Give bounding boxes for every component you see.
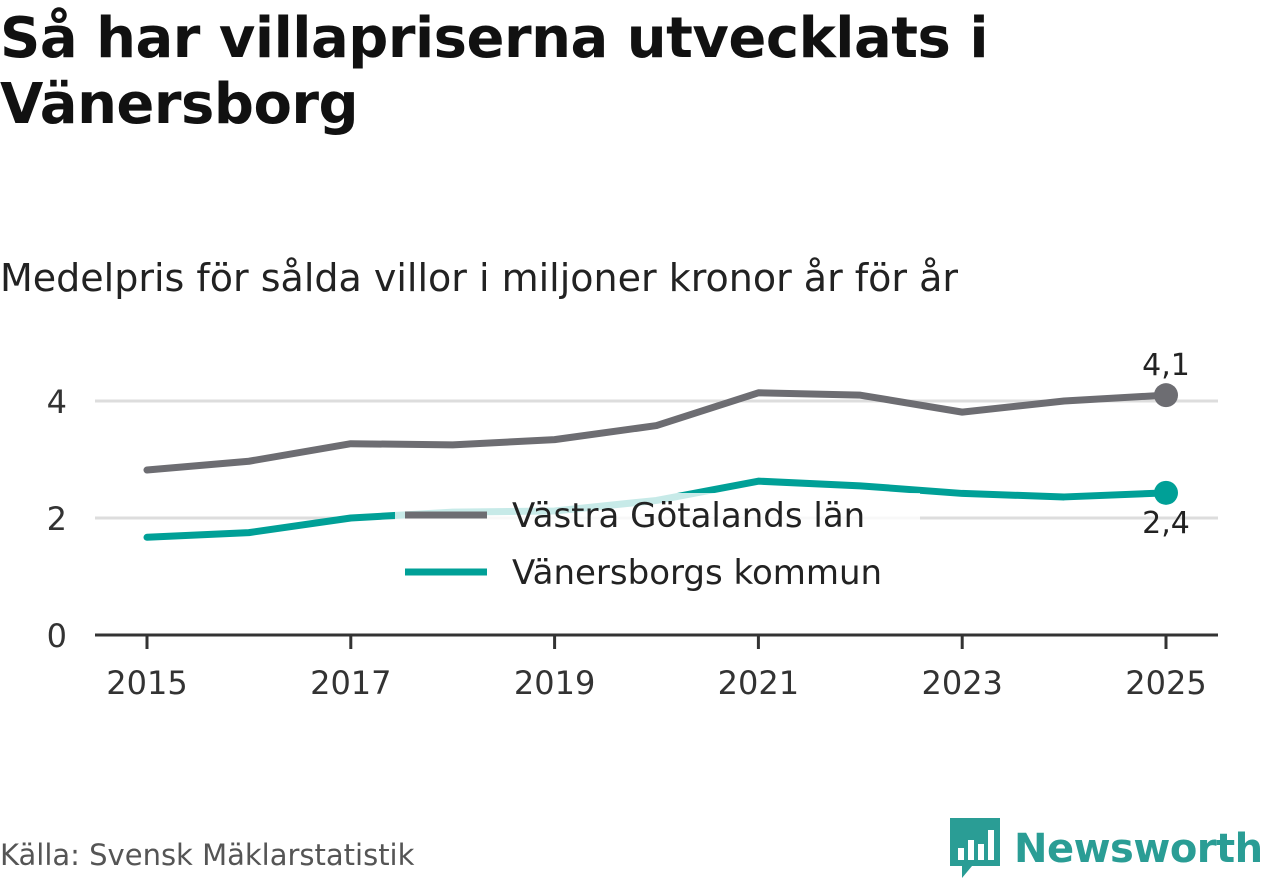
chart-subtitle: Medelpris för sålda villor i miljoner kr… [0,256,959,300]
x-tick-label-2017: 2017 [310,664,391,702]
end-value-label-1: 2,4 [1142,506,1190,541]
x-tick-label-2019: 2019 [514,664,595,702]
brand-logo: Newsworthy [950,818,1262,880]
legend-label-1: Vänersborgs kommun [512,553,882,593]
series-endpoint-0 [1154,383,1178,408]
x-tick-label-2025: 2025 [1125,664,1206,702]
x-tick-label-2023: 2023 [921,664,1002,702]
series-endpoint-1 [1154,480,1178,505]
chart-title: Så har villapriserna utvecklats i Väners… [0,6,989,137]
brand-name: Newsworthy [1014,826,1262,872]
newsworthy-logo-icon [950,818,1000,878]
source-note: Källa: Svensk Mäklarstatistik [0,838,415,872]
legend-background [395,493,920,598]
x-tick-label-2015: 2015 [106,664,187,702]
end-value-label-0: 4,1 [1142,348,1190,383]
y-tick-label-0: 0 [47,617,67,655]
series-line-0 [143,389,1170,474]
x-tick-label-2021: 2021 [718,664,799,702]
legend-label-0: Västra Götalands län [512,496,865,536]
y-tick-label-4: 4 [47,383,67,421]
y-tick-label-2: 2 [47,500,67,538]
